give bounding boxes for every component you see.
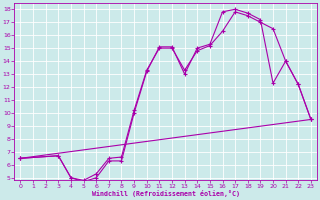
X-axis label: Windchill (Refroidissement éolien,°C): Windchill (Refroidissement éolien,°C): [92, 190, 240, 197]
